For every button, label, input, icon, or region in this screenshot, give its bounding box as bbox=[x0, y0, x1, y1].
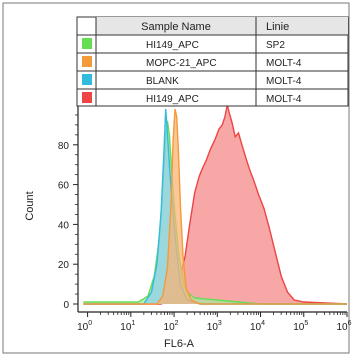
x-tick-exponent: 6 bbox=[348, 320, 352, 327]
series-area-0 bbox=[83, 105, 348, 304]
series-line-3 bbox=[83, 108, 347, 305]
legend-header-sample-bg bbox=[96, 17, 256, 35]
legend-swatch-mopc21-molt4 bbox=[82, 56, 92, 67]
x-tick-exponent: 0 bbox=[88, 320, 92, 327]
legend-sample-4: HI149_APC bbox=[146, 94, 199, 105]
y-ticks: 0 20 40 60 80 bbox=[58, 114, 78, 311]
legend-linie-3: MOLT-4 bbox=[266, 76, 302, 87]
legend-swatch-hi149-sp2 bbox=[82, 38, 92, 49]
legend-linie-4: MOLT-4 bbox=[266, 94, 302, 105]
x-tick-exponent: 2 bbox=[175, 320, 179, 327]
legend-sample-2: MOPC-21_APC bbox=[146, 58, 217, 69]
y-tick-label: 80 bbox=[58, 141, 70, 152]
series-layer bbox=[83, 104, 348, 305]
x-axis-label: FL6-A bbox=[164, 338, 195, 350]
x-tick-exponent: 3 bbox=[218, 320, 222, 327]
legend-header-linie: Linie bbox=[266, 21, 289, 33]
chart-border bbox=[2, 2, 350, 354]
legend-linie-2: MOLT-4 bbox=[266, 58, 302, 69]
legend-header-linie-bg bbox=[256, 17, 348, 35]
legend-sample-3: BLANK bbox=[146, 76, 179, 87]
legend-linie-1: SP2 bbox=[266, 40, 285, 51]
series-line-0 bbox=[83, 104, 348, 305]
legend-table: Sample Name Linie HI149_APC SP2 MOPC-21_… bbox=[76, 16, 349, 107]
legend-header-sample: Sample Name bbox=[141, 21, 211, 33]
x-tick-exponent: 4 bbox=[261, 320, 265, 327]
y-axis-label: Count bbox=[24, 191, 36, 220]
x-tick-exponent: 5 bbox=[304, 320, 308, 327]
legend-swatch-hi149-molt4 bbox=[82, 92, 92, 103]
legend-swatch-blank-molt4 bbox=[82, 74, 92, 85]
y-tick-label: 0 bbox=[63, 300, 69, 311]
legend-sample-1: HI149_APC bbox=[146, 40, 199, 51]
y-tick-label: 60 bbox=[58, 181, 70, 192]
y-tick-label: 20 bbox=[58, 260, 70, 271]
y-tick-label: 40 bbox=[58, 220, 70, 231]
x-tick-exponent: 1 bbox=[131, 320, 135, 327]
